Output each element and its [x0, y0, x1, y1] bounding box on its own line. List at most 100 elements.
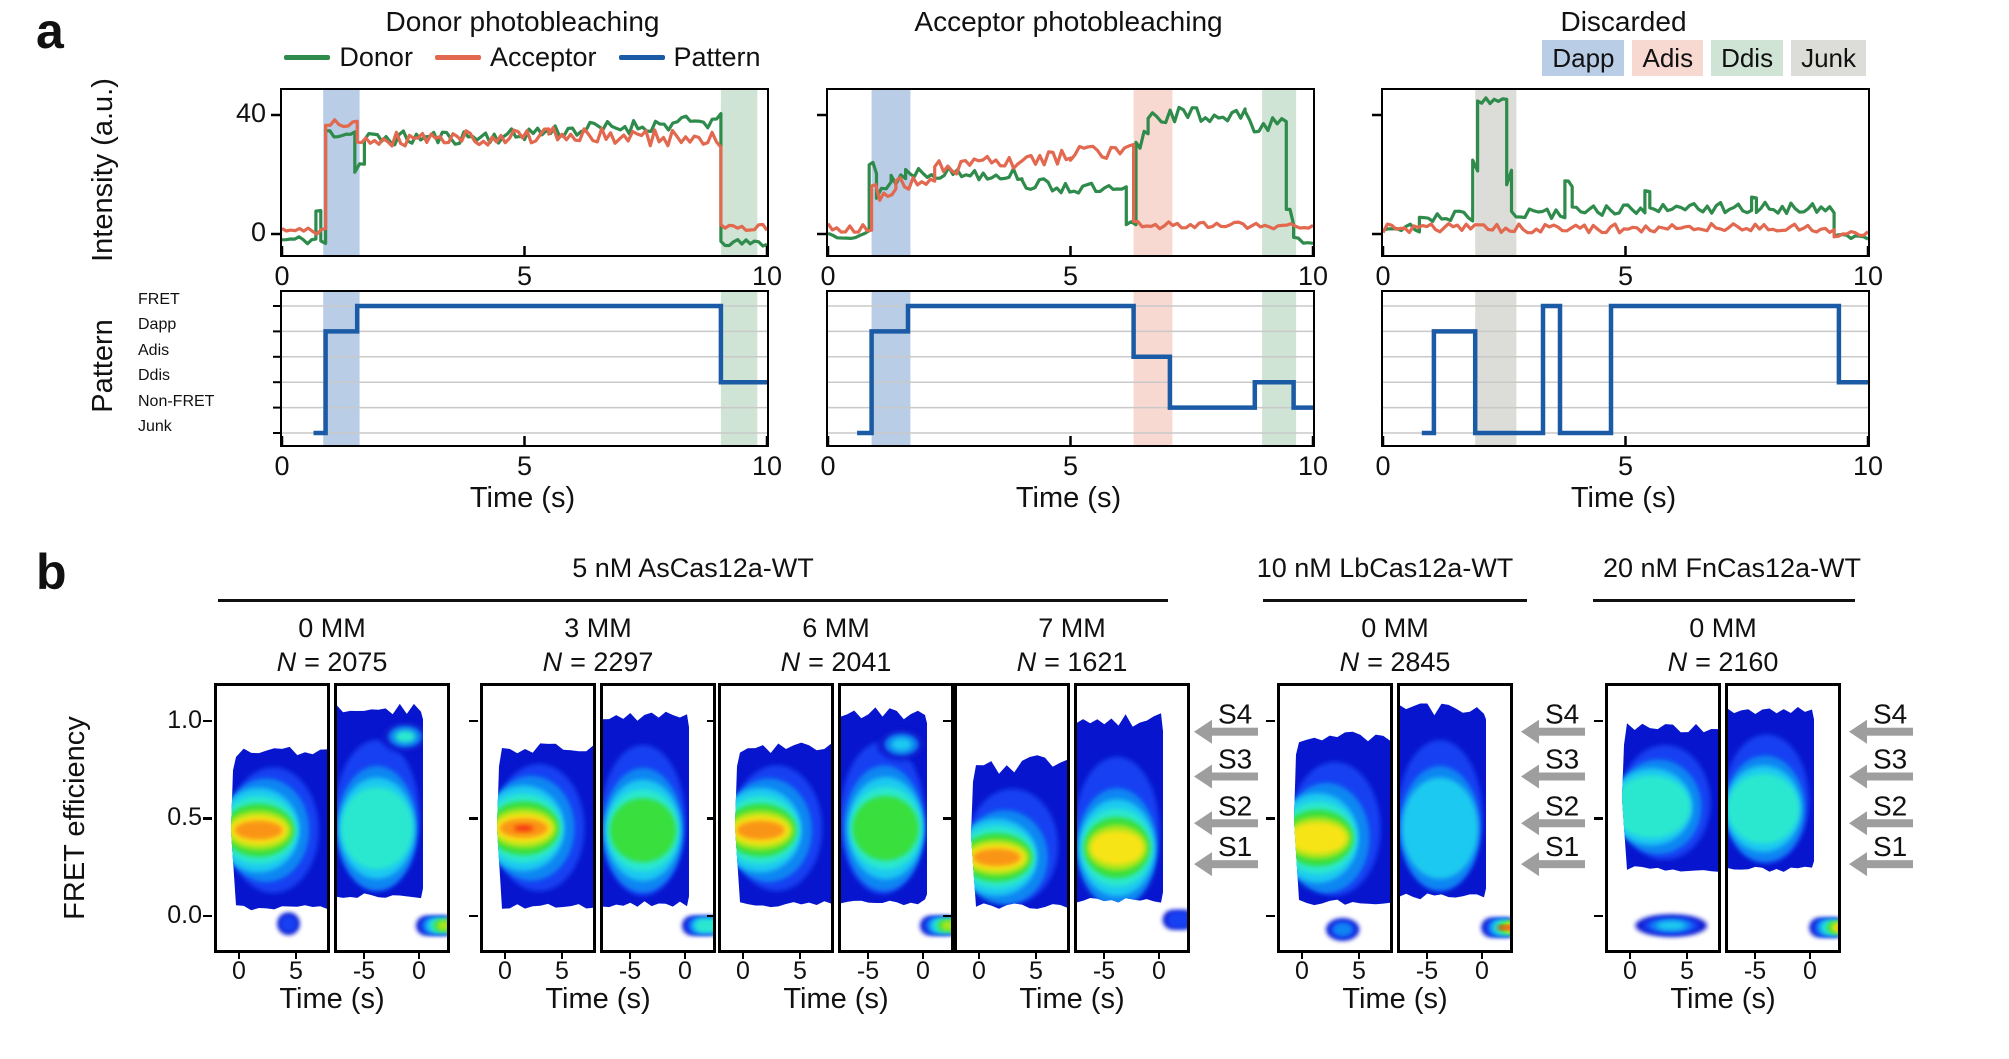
x-axis-label-col3: Time (s) — [1570, 482, 1677, 514]
heatmap-pair: 6 MM N = 2041 0 5 -5 0 Time (s) — [707, 545, 954, 1059]
pattern-category-label: Ddis — [138, 367, 171, 385]
time-x-tick-label: -5 — [1415, 957, 1439, 985]
heatmap-panel-left — [480, 683, 596, 953]
time-x-tick-label: 0 — [1152, 957, 1166, 985]
legend-line-swatch — [284, 55, 331, 60]
time-x-tick — [798, 950, 802, 959]
legend-line-swatch — [434, 55, 481, 60]
group-underline-lbcas12a — [1263, 599, 1527, 602]
time-x-tick — [1102, 950, 1106, 959]
time-x-tick-label: 0 — [916, 957, 930, 985]
time-x-tick — [1034, 950, 1038, 959]
heatmap-pair: 7 MM N = 1621 0 5 -5 0 Time (s) — [943, 545, 1190, 1059]
x-axis-label: Time (s) — [1670, 983, 1776, 1015]
fret-y-tick — [707, 719, 716, 723]
fret-y-tick — [469, 719, 478, 723]
time-x-tick — [1753, 950, 1757, 959]
fret-y-tick — [203, 719, 212, 723]
time-x-tick-label: 0 — [1803, 957, 1817, 985]
intensity-plot-discarded: 0 5 10 — [1372, 88, 1883, 291]
time-x-tick-label: 0 — [498, 957, 512, 985]
condition-label: 3 MM — [564, 613, 632, 643]
state-label: S2 — [1218, 790, 1252, 821]
group-title-ascas12a: 5 nM AsCas12a-WT — [572, 553, 814, 583]
time-x-tick-label: 0 — [412, 957, 426, 985]
heatmap-pair: 0 MM N = 2160 0 5 -5 0 Time (s) — [1594, 545, 1841, 1059]
time-x-tick-label: 0 — [972, 957, 986, 985]
heatmap-pair: 3 MM N = 2297 0 5 -5 0 Time (s) — [469, 545, 716, 1059]
condition-label: 6 MM — [802, 613, 870, 643]
fret-y-tick — [1266, 817, 1275, 820]
time-x-tick — [741, 950, 745, 959]
time-x-tick-label: -5 — [352, 957, 376, 985]
time-x-tick — [1357, 950, 1361, 959]
heatmap-panel-right — [1074, 683, 1190, 953]
svg-text:0: 0 — [820, 261, 835, 291]
column-title-discarded: Discarded — [1560, 6, 1687, 37]
time-x-tick-label: -5 — [1743, 957, 1767, 985]
state-arrows: S4 S3 S2 S1 — [1194, 699, 1258, 877]
svg-text:5: 5 — [1618, 261, 1633, 291]
fret-y-tick — [469, 914, 478, 918]
x-axis-label: Time (s) — [783, 983, 889, 1015]
pattern-category-label: Non-FRET — [138, 392, 215, 410]
x-axis-label-col2: Time (s) — [1015, 482, 1122, 514]
x-axis-label: Time (s) — [545, 983, 651, 1015]
time-x-tick — [1808, 950, 1812, 959]
time-x-tick — [628, 950, 632, 959]
svg-text:5: 5 — [517, 451, 532, 481]
time-x-tick — [417, 950, 421, 959]
n-value: = 2297 — [570, 647, 654, 677]
fret-y-tick — [1594, 817, 1603, 820]
svg-text:0: 0 — [1375, 261, 1390, 291]
n-symbol: N — [1667, 647, 1688, 677]
n-symbol: N — [780, 647, 801, 677]
time-x-tick — [683, 950, 687, 959]
fret-ytick-0.5: 0.5 — [167, 803, 202, 831]
svg-text:5: 5 — [517, 261, 532, 291]
fret-y-tick — [1594, 914, 1603, 918]
legend-item-label: Pattern — [673, 42, 761, 72]
svg-text:5: 5 — [1618, 451, 1633, 481]
panel-b-label: b — [36, 544, 67, 600]
fret-y-tick — [943, 914, 952, 918]
fret-y-tick — [943, 719, 952, 723]
pattern-plot-discarded: 0 5 10 — [1375, 290, 1883, 481]
pattern-category-label: Adis — [138, 341, 170, 359]
sample-count: N = 2297 — [480, 647, 716, 678]
pattern-y-axis-label: Pattern — [87, 319, 119, 413]
time-x-tick-label: -5 — [1092, 957, 1116, 985]
pattern-plot-acceptor-pb: 0 5 10 — [820, 290, 1328, 481]
n-symbol: N — [542, 647, 563, 677]
heatmap-panel-right — [1725, 683, 1841, 953]
x-axis-label: Time (s) — [1342, 983, 1448, 1015]
legend-line-swatch — [618, 55, 665, 60]
heatmap-pair: 0 MM N = 2845 0 5 -5 0 Time (s) — [1266, 545, 1513, 1059]
sample-count: N = 2075 — [214, 647, 450, 678]
heatmap-panel-right — [838, 683, 954, 953]
time-x-tick — [1300, 950, 1304, 959]
n-symbol: N — [1016, 647, 1037, 677]
pattern-category-labels: FRET Dapp Adis Ddis Non-FRET Junk — [138, 290, 270, 445]
svg-text:10: 10 — [1853, 261, 1883, 291]
group-title-fncas12a: 20 nM FnCas12a-WT — [1602, 553, 1862, 583]
time-x-tick-label: -5 — [856, 957, 880, 985]
time-x-tick — [1628, 950, 1632, 959]
svg-text:10: 10 — [1298, 261, 1328, 291]
pattern-category-label: Junk — [138, 418, 172, 435]
time-x-tick-label: 5 — [793, 957, 807, 985]
state-label: S1 — [1218, 831, 1252, 862]
fret-y-tick — [707, 817, 716, 820]
state-label: S2 — [1545, 790, 1579, 821]
badge-junk: Junk — [1791, 40, 1866, 76]
n-value: = 2041 — [808, 647, 892, 677]
legend-item: Donor — [284, 42, 413, 73]
pattern-category-label: Dapp — [138, 316, 177, 334]
time-x-tick — [866, 950, 870, 959]
intensity-ytick-0: 0 — [250, 217, 266, 247]
fret-efficiency-y-label: FRET efficiency — [59, 716, 91, 920]
heatmap-panel-right — [334, 683, 450, 953]
state-label: S1 — [1873, 831, 1907, 862]
discard-type-badges: Dapp Adis Ddis Junk — [1495, 40, 1866, 76]
time-x-tick-label: 5 — [1680, 957, 1694, 985]
